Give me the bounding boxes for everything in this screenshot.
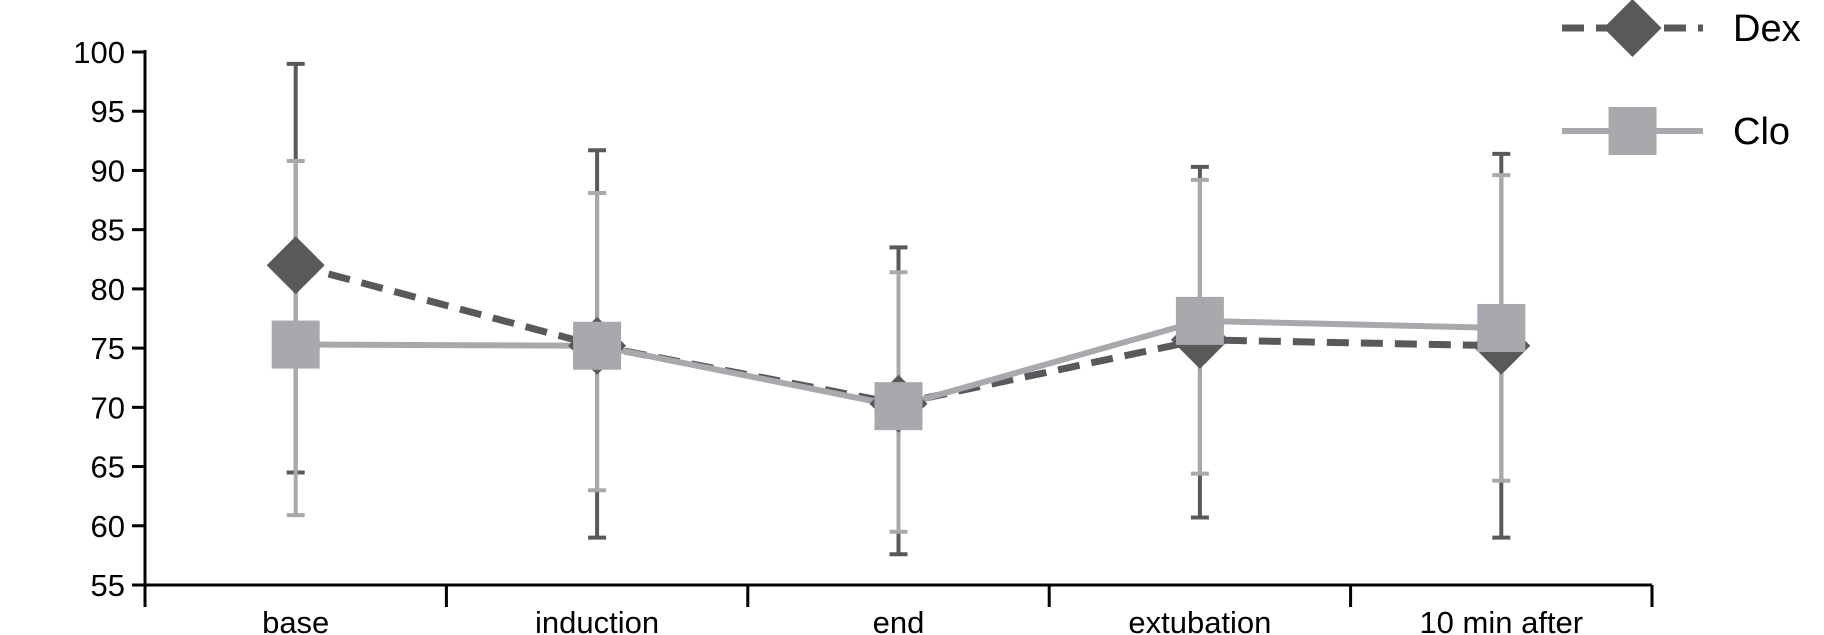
x-category-label: induction [535, 605, 659, 635]
legend-swatch-marker [1603, 0, 1662, 57]
y-tick-label: 70 [91, 390, 125, 425]
y-tick-label: 60 [91, 509, 125, 544]
x-category-label: 10 min after [1419, 605, 1583, 635]
marker-clo [874, 382, 923, 431]
legend-item-clo: Clo [1562, 107, 1790, 155]
y-tick-label: 55 [91, 568, 125, 603]
legend-item-dex: Dex [1562, 0, 1801, 57]
legend-label: Dex [1733, 8, 1801, 50]
marker-clo [1175, 296, 1224, 345]
legend-label: Clo [1733, 111, 1790, 153]
marker-clo [1477, 303, 1526, 352]
x-category-label: end [873, 605, 925, 635]
y-tick-label: 90 [91, 153, 125, 188]
marker-dex [266, 236, 325, 295]
axes: 55 60 65 70 75 80 85 90 95 100 base induction end ext… [73, 35, 1654, 635]
legend-swatch-marker [1608, 107, 1657, 155]
y-tick-label: 80 [91, 272, 125, 307]
data-markers [266, 236, 1531, 433]
y-tick-label: 75 [91, 331, 125, 366]
x-category-label: base [262, 605, 329, 635]
y-tick-label: 85 [91, 213, 125, 248]
marker-clo [573, 321, 622, 370]
legend: Dex Clo [1562, 0, 1801, 155]
y-tick-label: 65 [91, 450, 125, 485]
x-category-label: extubation [1128, 605, 1271, 635]
y-tick-label: 100 [73, 35, 125, 70]
marker-clo [271, 320, 320, 369]
y-tick-label: 95 [91, 94, 125, 129]
